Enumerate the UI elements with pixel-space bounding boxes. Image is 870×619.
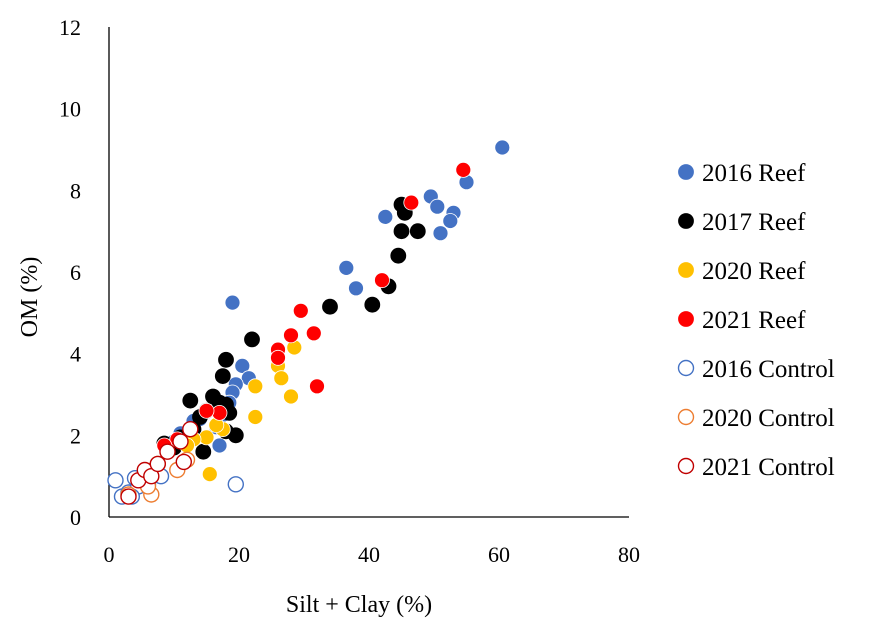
data-point <box>322 298 338 315</box>
data-point <box>283 388 299 405</box>
y-axis-title: OM (%) <box>17 257 43 338</box>
y-tick-label: 10 <box>59 97 81 122</box>
data-point <box>172 433 189 450</box>
legend-label: 2021 Reef <box>702 307 806 334</box>
data-point <box>305 325 322 342</box>
data-point <box>348 280 364 297</box>
data-point <box>403 194 420 211</box>
data-point <box>107 472 124 489</box>
data-point <box>432 225 449 242</box>
data-point <box>198 402 215 419</box>
x-axis-ticks: 0 20 40 60 80 <box>104 542 641 567</box>
legend-marker <box>677 457 695 475</box>
data-point <box>364 296 381 313</box>
data-point <box>393 223 410 240</box>
legend-label: 2020 Reef <box>702 258 806 285</box>
x-tick-label: 40 <box>358 542 380 567</box>
series-6 <box>120 421 199 505</box>
data-point <box>159 443 176 460</box>
data-point <box>455 161 472 178</box>
data-point <box>283 327 299 344</box>
legend-marker <box>678 164 694 180</box>
data-point <box>211 404 228 421</box>
data-point <box>201 466 218 483</box>
y-axis-ticks: 0 2 4 6 8 10 12 <box>59 15 81 530</box>
data-point <box>429 198 446 215</box>
y-tick-label: 8 <box>70 178 81 203</box>
data-point <box>270 349 286 366</box>
legend-label: 2021 Control <box>702 454 835 481</box>
y-tick-label: 6 <box>70 260 81 285</box>
data-point <box>198 429 215 446</box>
legend: 2016 Reef 2017 Reef 2020 Reef 2021 Reef 2016… <box>677 160 835 481</box>
legend-label: 2016 Reef <box>702 160 806 187</box>
data-point <box>149 455 167 473</box>
data-point <box>374 272 390 289</box>
data-point <box>247 409 264 425</box>
data-point <box>442 213 459 229</box>
data-point <box>211 437 228 454</box>
data-point <box>218 351 234 368</box>
data-point <box>227 476 245 493</box>
data-point <box>224 294 241 311</box>
y-tick-label: 2 <box>70 423 81 448</box>
legend-marker <box>678 262 694 278</box>
x-axis-title: Silt + Clay (%) <box>286 592 432 618</box>
y-tick-label: 12 <box>59 15 81 40</box>
data-point <box>338 259 355 276</box>
data-point <box>234 357 251 374</box>
data-point <box>244 331 260 348</box>
data-point <box>120 488 137 505</box>
data-point <box>247 378 264 395</box>
legend-label: 2016 Control <box>702 356 835 383</box>
y-tick-label: 4 <box>70 342 81 367</box>
x-tick-label: 0 <box>104 542 115 567</box>
legend-label: 2017 Reef <box>702 209 806 236</box>
y-tick-label: 0 <box>70 505 81 530</box>
legend-label: 2020 Control <box>702 405 835 432</box>
data-point <box>195 443 212 460</box>
legend-marker <box>678 311 694 327</box>
data-point <box>273 370 290 387</box>
data-point <box>214 368 231 385</box>
data-point <box>377 208 394 225</box>
data-point <box>182 392 199 409</box>
data-point <box>309 378 325 395</box>
legend-marker <box>678 213 694 229</box>
x-tick-label: 80 <box>618 542 640 567</box>
data-point <box>409 223 426 240</box>
legend-marker <box>677 359 695 377</box>
data-points <box>107 139 511 505</box>
x-tick-label: 20 <box>228 542 250 567</box>
data-point <box>292 302 309 319</box>
series-3 <box>156 161 472 454</box>
data-point <box>390 247 407 264</box>
data-point <box>182 421 199 438</box>
data-point <box>175 453 193 471</box>
legend-marker <box>677 408 695 426</box>
x-tick-label: 60 <box>488 542 510 567</box>
data-point <box>494 139 511 156</box>
